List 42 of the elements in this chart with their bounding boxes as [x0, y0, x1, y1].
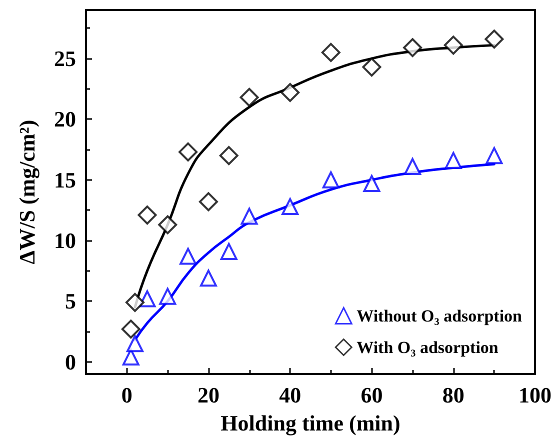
point — [125, 292, 144, 312]
y-tick-label: 5 — [65, 288, 76, 314]
x-tick-label: 80 — [442, 382, 464, 408]
point — [180, 248, 197, 265]
point — [321, 42, 340, 62]
y-axis-title: ΔW/S (mg/cm²) — [14, 120, 40, 264]
point — [138, 206, 157, 225]
point — [363, 175, 380, 192]
y-tick-label: 15 — [54, 167, 76, 192]
x-axis-title: Holding time (min) — [220, 410, 400, 436]
point — [240, 208, 258, 225]
point — [198, 192, 218, 212]
point — [404, 158, 422, 176]
x-tick-label: 100 — [518, 382, 552, 408]
point — [484, 30, 504, 49]
y-tick-label: 10 — [54, 228, 76, 254]
point — [403, 38, 422, 58]
y-tick-label: 0 — [65, 349, 76, 374]
point — [159, 288, 176, 305]
x-tick-label: 60 — [360, 382, 383, 408]
legend-label: With O₃ adsorption — [356, 338, 499, 357]
point — [121, 320, 140, 339]
point — [220, 242, 238, 260]
point — [486, 147, 503, 164]
x-tick-label: 40 — [279, 382, 302, 408]
point — [178, 142, 198, 162]
point — [240, 88, 259, 107]
point — [444, 152, 462, 169]
x-tick-label: 20 — [197, 382, 220, 408]
y-tick-label: 25 — [54, 46, 76, 72]
point — [219, 146, 238, 166]
y-tick-label: 20 — [54, 106, 76, 132]
point — [322, 171, 340, 188]
point — [362, 58, 382, 77]
point — [280, 83, 300, 102]
point — [126, 335, 144, 352]
x-tick-label: 0 — [121, 382, 132, 408]
legend-label: Without O₃ adsorption — [356, 306, 523, 326]
point — [158, 215, 178, 234]
point — [444, 36, 463, 55]
point — [282, 198, 299, 216]
point — [200, 270, 217, 287]
